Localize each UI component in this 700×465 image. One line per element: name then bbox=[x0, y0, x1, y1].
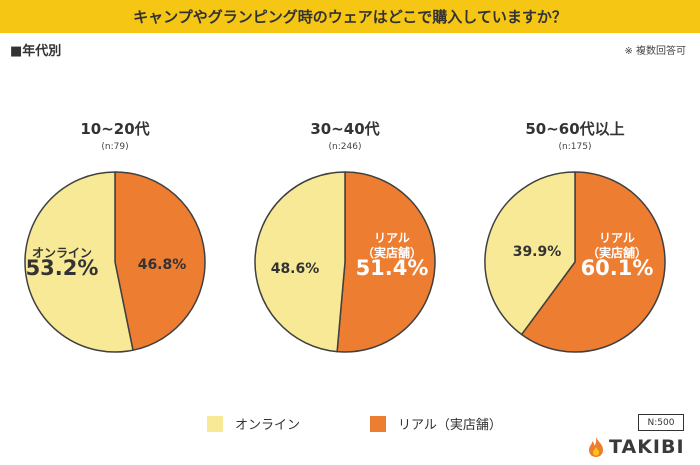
pie-inner-label-2-0: リアル（実店舗） bbox=[587, 231, 647, 260]
pie-slice-1-1 bbox=[254, 171, 346, 353]
flame-icon bbox=[589, 437, 603, 457]
legend: オンライン リアル（実店舗） bbox=[0, 414, 700, 438]
pie-value-label-1-0: 51.4% bbox=[356, 256, 429, 280]
pie-value-label-1-1: 48.6% bbox=[271, 261, 320, 277]
pie-value-label-2-0: 60.1% bbox=[581, 256, 654, 280]
legend-swatch-online bbox=[207, 415, 223, 432]
pie-title-0: 10~20代 bbox=[80, 120, 149, 138]
pie-slice-2-0 bbox=[520, 171, 666, 353]
legend-item-online: オンライン bbox=[207, 414, 300, 433]
section-label: ■年代別 bbox=[10, 44, 62, 59]
pie-slice-2-1 bbox=[484, 171, 576, 336]
pie-value-label-0-1: 53.2% bbox=[26, 256, 99, 280]
pie-sample-size-0: (n:79) bbox=[101, 142, 128, 152]
pie-title-2: 50~60代以上 bbox=[525, 120, 624, 138]
legend-label-real: リアル（実店舗） bbox=[398, 418, 502, 433]
pie-inner-label-1-0: リアル（実店舗） bbox=[362, 231, 422, 260]
sample-size-badge: N:500 bbox=[638, 414, 684, 431]
pie-value-label-2-1: 39.9% bbox=[513, 244, 562, 260]
pie-slice-1-0 bbox=[336, 171, 436, 353]
logo-text: TAKIBI bbox=[609, 436, 685, 458]
legend-swatch-real bbox=[370, 415, 386, 432]
multiple-answers-note: ※ 複数回答可 bbox=[624, 46, 686, 57]
pie-inner-label-0-1: オンライン bbox=[32, 246, 92, 260]
pie-title-1: 30~40代 bbox=[310, 120, 379, 138]
chart-title-bar: キャンプやグランピング時のウェアはどこで購入していますか？ bbox=[0, 0, 700, 33]
pie-slice-0-0 bbox=[114, 171, 206, 351]
pie-sample-size-1: (n:246) bbox=[329, 142, 362, 152]
pie-slice-0-1 bbox=[24, 171, 134, 353]
takibi-logo: TAKIBI bbox=[587, 436, 685, 458]
pie-value-label-0-0: 46.8% bbox=[138, 257, 187, 273]
pie-sample-size-2: (n:175) bbox=[559, 142, 592, 152]
chart-title: キャンプやグランピング時のウェアはどこで購入していますか？ bbox=[133, 8, 567, 26]
legend-label-online: オンライン bbox=[235, 418, 301, 433]
legend-item-real: リアル（実店舗） bbox=[370, 414, 502, 433]
